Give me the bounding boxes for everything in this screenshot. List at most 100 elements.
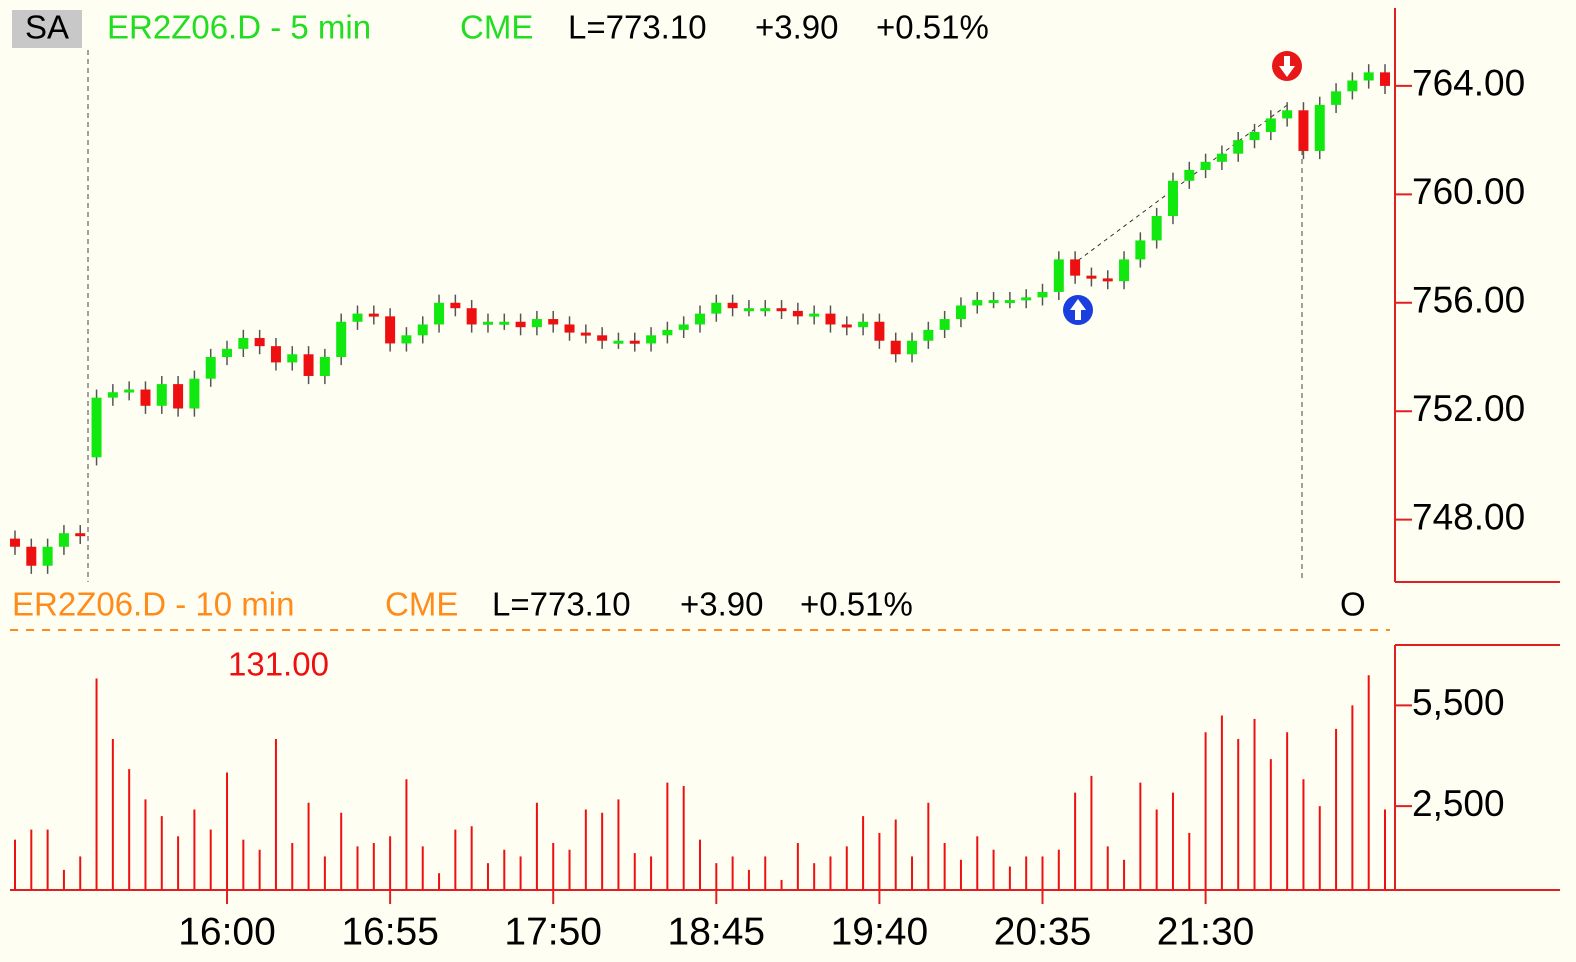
candle-body (792, 310, 803, 317)
last-price: L=773.10 (492, 586, 631, 623)
candle-body (515, 321, 526, 328)
candle-body (1380, 72, 1390, 86)
candle-body (1053, 259, 1064, 292)
symbol: ER2Z06.D - 5 min (107, 9, 371, 46)
candle-body (1070, 259, 1081, 276)
buy-arrow (1070, 299, 1086, 320)
candle-body (173, 384, 184, 409)
candle-body (1233, 140, 1244, 154)
candle-body (368, 313, 379, 317)
candle-body (75, 533, 86, 537)
candle-body (352, 313, 363, 322)
volume-value: 131.00 (228, 646, 329, 683)
x-tick-label: 16:00 (178, 910, 276, 953)
candle-body (401, 335, 412, 344)
y-tick-label: 5,500 (1412, 682, 1505, 723)
candle-body (26, 546, 37, 566)
x-tick-label: 21:30 (1157, 910, 1255, 953)
sell-arrow (1279, 56, 1295, 77)
candle-body (434, 302, 445, 325)
candle-body (1331, 91, 1342, 105)
exchange: CME (385, 586, 458, 623)
candle-body (1037, 291, 1048, 298)
candle-body (890, 340, 901, 355)
candle-body (205, 356, 216, 379)
x-tick-label: 18:45 (668, 910, 766, 953)
candle-body (1200, 161, 1211, 170)
candle-body (662, 329, 673, 336)
candle-body (1021, 297, 1032, 301)
y-tick-label: 752.00 (1412, 388, 1525, 429)
candle-body (548, 319, 559, 325)
marker: O (1340, 586, 1366, 623)
trend-line (1071, 102, 1291, 266)
change-percent: +0.51% (876, 9, 989, 46)
y-tick-label: 748.00 (1412, 496, 1525, 537)
candle-body (124, 389, 135, 393)
candle-body (825, 313, 836, 325)
candle-body (238, 338, 249, 349)
symbol: ER2Z06.D - 10 min (12, 586, 294, 623)
candle-body (1249, 131, 1260, 141)
candle-body (222, 348, 233, 357)
y-tick-label: 756.00 (1412, 280, 1525, 321)
candle-body (1004, 300, 1015, 304)
candle-body (988, 300, 999, 304)
x-tick-label: 16:55 (341, 910, 439, 953)
candle-body (254, 338, 265, 347)
candle-body (336, 321, 347, 357)
candle-body (499, 321, 510, 325)
candle-body (1102, 278, 1113, 282)
candle-body (270, 346, 281, 363)
candle-body (760, 308, 771, 312)
candle-body (1347, 80, 1358, 92)
change-percent: +0.51% (800, 586, 913, 623)
y-tick-label: 764.00 (1412, 63, 1525, 104)
candle-body (1363, 72, 1374, 81)
candle-body (1216, 153, 1227, 162)
candle-body (450, 302, 461, 309)
candle-body (841, 324, 852, 328)
candle-body (613, 340, 624, 344)
candle-body (287, 354, 298, 363)
candle-body (140, 389, 151, 406)
candle-body (597, 335, 608, 341)
candle-body (303, 354, 314, 376)
candle-body (1298, 110, 1309, 151)
candle-body (678, 324, 689, 330)
candle-body (629, 340, 640, 344)
candle-body (907, 340, 918, 355)
candle-body (923, 329, 934, 341)
candle-body (385, 316, 396, 344)
candle-body (1086, 275, 1097, 279)
candle-body (10, 538, 20, 547)
candle-body (711, 302, 722, 314)
candle-body (1151, 216, 1162, 241)
candle-body (189, 378, 200, 409)
candle-body (1314, 104, 1325, 151)
candle-body (776, 308, 787, 312)
candle-body (1184, 169, 1195, 181)
candle-body (319, 356, 330, 376)
candle-body (580, 332, 591, 336)
candle-body (466, 308, 477, 325)
candle-body (107, 392, 118, 398)
candle-body (809, 313, 820, 317)
candle-body (156, 384, 167, 406)
change: +3.90 (680, 586, 764, 623)
change: +3.90 (755, 9, 839, 46)
candle-body (695, 313, 705, 325)
candle-body (482, 321, 493, 325)
candle-body (727, 302, 738, 309)
candle-body (1135, 240, 1146, 260)
candle-body (858, 321, 869, 328)
symbol-badge (12, 10, 82, 48)
badge-text: SA (25, 9, 69, 46)
last-price: L=773.10 (568, 9, 707, 46)
x-tick-label: 20:35 (994, 910, 1092, 953)
candle-body (646, 335, 657, 344)
candle-body (531, 319, 542, 328)
